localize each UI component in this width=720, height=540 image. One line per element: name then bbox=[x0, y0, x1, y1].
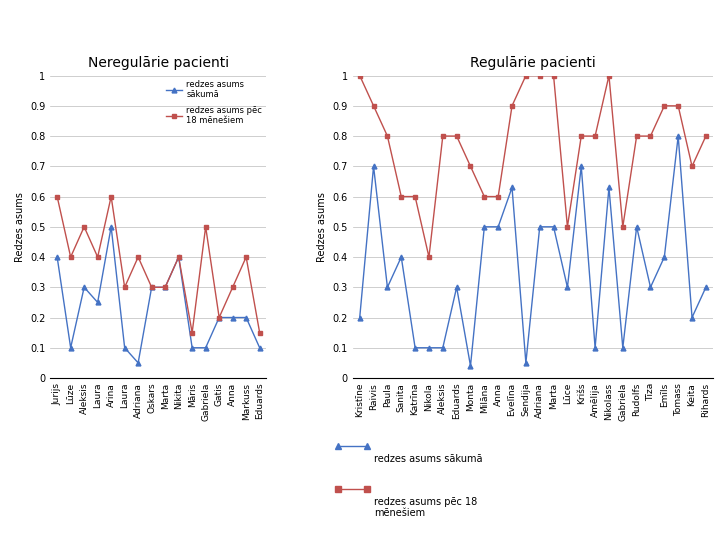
Title: Neregulārie pacienti: Neregulārie pacienti bbox=[88, 56, 229, 70]
Text: redzes asums pēc 18
mēnešiem: redzes asums pēc 18 mēnešiem bbox=[374, 497, 477, 518]
Legend: redzes asums
sākumā, redzes asums pēc
18 mēnešiem: redzes asums sākumā, redzes asums pēc 18… bbox=[166, 80, 262, 125]
Text: redzes asums sākumā: redzes asums sākumā bbox=[374, 454, 483, 464]
Y-axis label: Redzes asums: Redzes asums bbox=[317, 192, 327, 262]
Title: Regulārie pacienti: Regulārie pacienti bbox=[470, 56, 595, 70]
Y-axis label: Redzes asums: Redzes asums bbox=[14, 192, 24, 262]
